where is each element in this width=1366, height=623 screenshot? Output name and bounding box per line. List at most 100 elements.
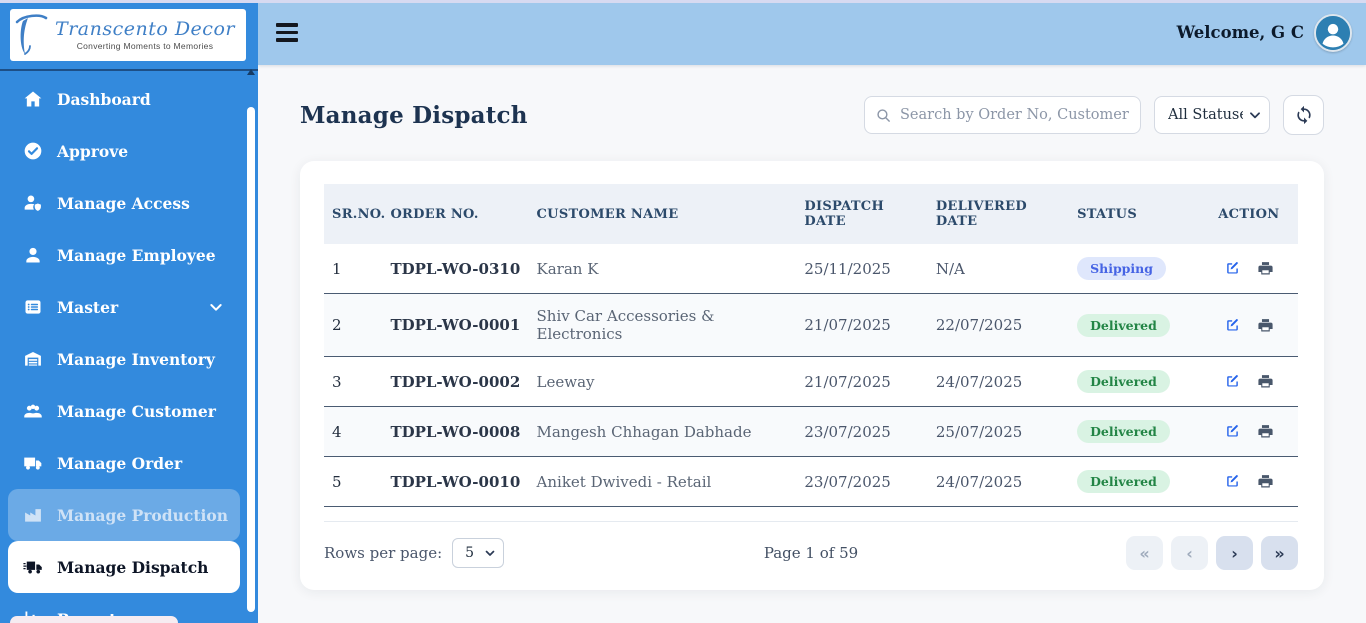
logo-tagline: Converting Moments to Memories xyxy=(76,40,214,51)
app-logo[interactable]: Transcento Decor Converting Moments to M… xyxy=(10,9,246,61)
col-header-customer: CUSTOMER NAME xyxy=(528,184,797,244)
col-header-action: ACTION xyxy=(1210,184,1298,244)
edit-button[interactable] xyxy=(1224,317,1241,334)
status-badge: Delivered xyxy=(1077,370,1170,393)
pagination: « ‹ › » xyxy=(1126,536,1298,570)
sidebar-item-master[interactable]: Master xyxy=(0,281,244,333)
cell-customer: Karan K xyxy=(528,244,797,294)
print-button[interactable] xyxy=(1257,260,1274,277)
user-icon xyxy=(22,245,43,266)
print-button[interactable] xyxy=(1257,423,1274,440)
status-badge: Delivered xyxy=(1077,470,1170,493)
edit-button[interactable] xyxy=(1224,473,1241,490)
table-row: 4 TDPL-WO-0008 Mangesh Chhagan Dabhade 2… xyxy=(324,406,1298,457)
sidebar-item-label: Manage Employee xyxy=(57,245,216,265)
sidebar-item-label: Master xyxy=(57,297,119,317)
table-row: 3 TDPL-WO-0002 Leeway 21/07/2025 24/07/2… xyxy=(324,356,1298,407)
print-icon xyxy=(1258,375,1273,388)
status-filter-select[interactable]: All Statuses xyxy=(1154,96,1270,134)
refresh-button[interactable] xyxy=(1283,95,1324,135)
print-button[interactable] xyxy=(1257,473,1274,490)
cell-dispatch-date: 25/11/2025 xyxy=(796,244,928,294)
status-badge: Delivered xyxy=(1077,313,1170,337)
pagination-next-button[interactable]: › xyxy=(1216,536,1253,570)
print-button[interactable] xyxy=(1257,373,1274,390)
sidebar-item-manage-inventory[interactable]: Manage Inventory xyxy=(0,333,244,385)
sidebar-item-partial xyxy=(10,616,178,623)
status-badge: Delivered xyxy=(1077,420,1170,443)
sidebar-item-manage-customer[interactable]: Manage Customer xyxy=(0,385,244,437)
edit-icon xyxy=(1227,475,1240,487)
dispatch-table-card: SR.NO. ORDER NO. CUSTOMER NAME DISPATCH … xyxy=(300,161,1324,590)
sidebar-item-approve[interactable]: Approve xyxy=(0,125,244,177)
edit-icon xyxy=(1227,262,1240,274)
print-button[interactable] xyxy=(1257,317,1274,334)
search-icon xyxy=(877,108,890,122)
hamburger-menu-icon[interactable] xyxy=(276,23,300,42)
print-icon xyxy=(1258,318,1273,332)
print-icon xyxy=(1258,475,1273,488)
sidebar-item-label: Approve xyxy=(57,141,129,161)
cell-delivered-date: N/A xyxy=(927,244,1070,294)
sidebar-item-label: Manage Production xyxy=(57,505,228,525)
cell-order-no: TDPL-WO-0001 xyxy=(382,293,529,357)
scroll-up-arrow-icon[interactable] xyxy=(247,69,255,75)
edit-button[interactable] xyxy=(1224,423,1241,440)
table-row: 5 TDPL-WO-0010 Aniket Dwivedi - Retail 2… xyxy=(324,456,1298,507)
cell-srno: 3 xyxy=(324,356,383,407)
sidebar-divider xyxy=(0,69,258,71)
search-input[interactable] xyxy=(900,107,1130,123)
pagination-first-button[interactable]: « xyxy=(1126,536,1163,570)
rows-per-page-label: Rows per page: xyxy=(324,544,443,562)
cell-delivered-date: 24/07/2025 xyxy=(927,456,1070,507)
chevron-down-icon xyxy=(208,299,224,315)
page-header: Manage Dispatch All Statuses xyxy=(300,95,1324,135)
sidebar-item-label: Manage Customer xyxy=(57,401,216,421)
sidebar-item-manage-order[interactable]: Manage Order xyxy=(0,437,244,489)
edit-button[interactable] xyxy=(1224,373,1241,390)
home-icon xyxy=(22,89,43,110)
edit-button[interactable] xyxy=(1224,260,1241,277)
sidebar-scrollbar-thumb[interactable] xyxy=(247,107,255,612)
cell-dispatch-date: 23/07/2025 xyxy=(796,456,928,507)
cell-order-no: TDPL-WO-0310 xyxy=(382,244,529,294)
cell-dispatch-date: 21/07/2025 xyxy=(796,356,928,407)
search-box xyxy=(864,96,1141,134)
status-filter-wrap: All Statuses xyxy=(1154,96,1270,134)
sidebar-item-manage-production[interactable]: Manage Production xyxy=(8,489,240,541)
cell-order-no: TDPL-WO-0008 xyxy=(382,406,529,457)
avatar[interactable] xyxy=(1314,13,1352,52)
cell-srno: 5 xyxy=(324,456,383,507)
sidebar-item-manage-access[interactable]: Manage Access xyxy=(0,177,244,229)
table-row: 1 TDPL-WO-0310 Karan K 25/11/2025 N/A Sh… xyxy=(324,244,1298,294)
sidebar-item-dashboard[interactable]: Dashboard xyxy=(0,73,244,125)
table-header: SR.NO. ORDER NO. CUSTOMER NAME DISPATCH … xyxy=(324,184,1298,244)
logo-text: Transcento Decor Converting Moments to M… xyxy=(52,19,238,51)
welcome-text: Welcome, G C xyxy=(1176,23,1304,42)
topbar: Welcome, G C xyxy=(258,0,1366,65)
rows-per-page-select[interactable]: 5 xyxy=(452,538,505,568)
edit-icon xyxy=(1227,375,1240,387)
page-title: Manage Dispatch xyxy=(300,101,528,129)
logo-title: Transcento Decor xyxy=(55,18,235,41)
truck-fast-icon xyxy=(22,557,43,578)
cell-order-no: TDPL-WO-0002 xyxy=(382,356,529,407)
warehouse-icon xyxy=(22,349,43,370)
sidebar-item-label: Dashboard xyxy=(57,89,151,109)
dispatch-table: SR.NO. ORDER NO. CUSTOMER NAME DISPATCH … xyxy=(324,184,1298,507)
sidebar-item-label: Manage Order xyxy=(57,453,183,473)
users-icon xyxy=(22,401,43,422)
toolbar: All Statuses xyxy=(864,95,1324,135)
refresh-icon xyxy=(1296,105,1311,125)
sidebar-item-label: Manage Inventory xyxy=(57,349,215,369)
sidebar-scrollbar[interactable] xyxy=(245,65,258,623)
pagination-last-button[interactable]: » xyxy=(1261,536,1298,570)
sidebar-item-manage-employee[interactable]: Manage Employee xyxy=(0,229,244,281)
logo-swirl-icon xyxy=(15,14,48,55)
pagination-prev-button[interactable]: ‹ xyxy=(1171,536,1208,570)
sidebar-nav: Dashboard Approve Manage Access xyxy=(0,71,244,623)
cell-customer: Mangesh Chhagan Dabhade xyxy=(528,406,797,457)
sidebar-item-manage-dispatch[interactable]: Manage Dispatch xyxy=(8,541,240,593)
main-area: Welcome, G C Manage Dispatch xyxy=(258,0,1366,623)
